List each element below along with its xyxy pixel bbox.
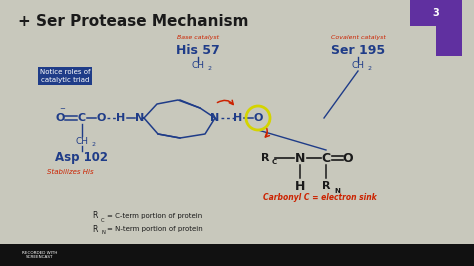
FancyBboxPatch shape: [0, 244, 474, 266]
Text: C: C: [321, 152, 330, 164]
Text: = N-term portion of protein: = N-term portion of protein: [107, 226, 203, 232]
Text: C: C: [101, 218, 105, 222]
Text: O: O: [96, 113, 106, 123]
Text: R: R: [92, 225, 98, 234]
Text: −: −: [59, 106, 65, 112]
Text: Notice roles of
catalytic triad: Notice roles of catalytic triad: [40, 69, 90, 83]
Text: CH: CH: [352, 61, 365, 70]
Text: H: H: [117, 113, 126, 123]
Text: His 57: His 57: [176, 44, 220, 57]
Text: H: H: [233, 113, 243, 123]
Text: R: R: [92, 211, 98, 221]
Text: N: N: [210, 113, 219, 123]
Text: 2: 2: [92, 142, 96, 147]
Text: N: N: [334, 188, 340, 194]
Text: Ser 195: Ser 195: [331, 44, 385, 57]
Text: O: O: [253, 113, 263, 123]
Text: Asp 102: Asp 102: [55, 152, 109, 164]
Text: Covalent catalyst: Covalent catalyst: [330, 35, 385, 40]
Text: R: R: [261, 153, 269, 163]
Text: CH: CH: [76, 136, 89, 146]
Text: 2: 2: [368, 66, 372, 72]
Text: Carbonyl C = electron sink: Carbonyl C = electron sink: [263, 193, 377, 202]
Text: + Ser Protease Mechanism: + Ser Protease Mechanism: [18, 14, 248, 29]
Text: Stabilizes His: Stabilizes His: [46, 169, 93, 175]
Text: CH: CH: [192, 61, 205, 70]
Text: 3: 3: [433, 8, 439, 18]
FancyBboxPatch shape: [410, 0, 462, 26]
Text: = C-term portion of protein: = C-term portion of protein: [107, 213, 202, 219]
Text: RECORDED WITH
SCREENCAST: RECORDED WITH SCREENCAST: [22, 251, 58, 259]
FancyArrowPatch shape: [218, 100, 233, 105]
Text: O: O: [343, 152, 353, 164]
Text: N: N: [136, 113, 145, 123]
FancyBboxPatch shape: [436, 24, 462, 56]
Text: H: H: [295, 180, 305, 193]
Text: C: C: [78, 113, 86, 123]
Text: N: N: [295, 152, 305, 164]
Text: N: N: [101, 231, 105, 235]
FancyArrowPatch shape: [265, 129, 269, 137]
Text: 2: 2: [208, 66, 212, 72]
Text: C: C: [272, 159, 276, 165]
Text: R: R: [322, 181, 330, 191]
Text: O: O: [55, 113, 64, 123]
Text: Base catalyst: Base catalyst: [177, 35, 219, 40]
